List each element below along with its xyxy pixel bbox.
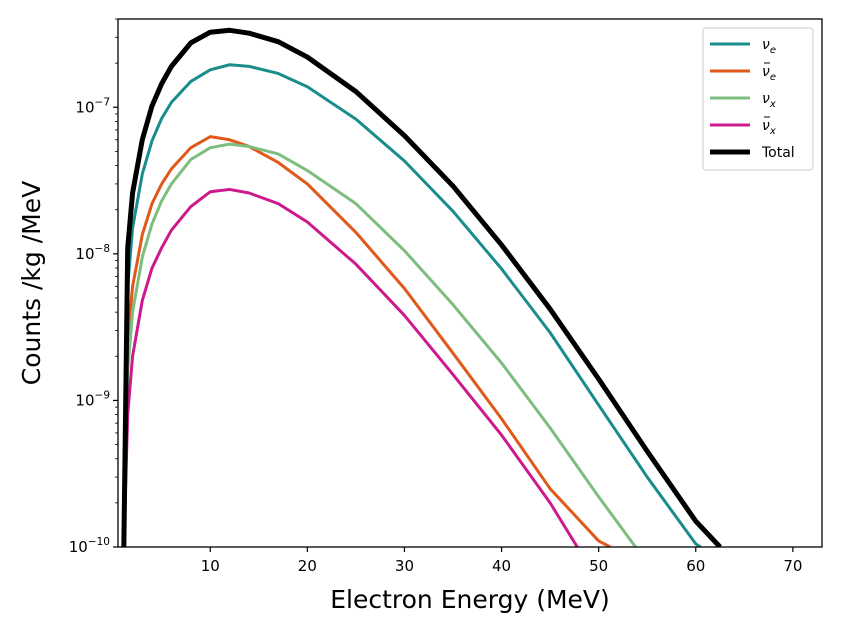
legend-label-main: ν	[762, 64, 770, 80]
legend-label-sub: x	[769, 126, 776, 137]
y-tick-label: 10−10	[69, 536, 110, 556]
x-tick-label: 20	[298, 557, 317, 575]
x-tick-label: 70	[783, 557, 802, 575]
x-tick-label: 40	[492, 557, 511, 575]
y-tick-mantissa: 10	[69, 538, 88, 556]
y-tick-mantissa: 10	[75, 98, 94, 116]
legend-frame	[702, 27, 814, 171]
legend-label-main: ν	[762, 118, 770, 134]
y-tick-mantissa: 10	[75, 245, 94, 263]
plot-frame	[117, 18, 823, 548]
series-line-nu-x	[122, 142, 637, 547]
series-layer	[121, 27, 722, 547]
legend-label-sub: e	[770, 45, 776, 56]
x-tick-label: 50	[589, 557, 608, 575]
series-line-nu-e-bar	[122, 135, 612, 547]
y-tick-label: 10−9	[75, 389, 110, 409]
legend-label: Total	[761, 145, 795, 161]
y-tick-label: 10−7	[75, 96, 110, 116]
legend-label: νx	[762, 118, 776, 137]
y-tick-exponent: −9	[95, 389, 110, 401]
x-axis-title: Electron Energy (MeV)	[330, 585, 610, 614]
x-tick-label: 60	[686, 557, 705, 575]
legend-label-sub: e	[770, 72, 776, 83]
legend-label-main: ν	[762, 37, 770, 53]
y-tick-label: 10−8	[75, 243, 110, 263]
series-line-nu-e	[122, 63, 702, 547]
legend-label-main: ν	[762, 91, 770, 107]
y-tick-exponent: −7	[95, 96, 110, 108]
legend-label-main: Total	[761, 145, 795, 161]
x-tick-label: 30	[395, 557, 414, 575]
y-tick-mantissa: 10	[75, 391, 94, 409]
legend-label: νe	[762, 37, 776, 56]
legend-label-sub: x	[769, 99, 776, 110]
series-line-Total	[121, 27, 722, 547]
series-line-nu-x-bar	[122, 187, 579, 547]
y-axis-title: Counts /kg /MeV	[17, 181, 46, 385]
legend-label: νe	[762, 64, 776, 83]
y-tick-exponent: −8	[95, 243, 110, 255]
x-tick-label: 10	[201, 557, 220, 575]
y-tick-exponent: −10	[88, 536, 110, 548]
legend-label: νx	[762, 91, 776, 110]
